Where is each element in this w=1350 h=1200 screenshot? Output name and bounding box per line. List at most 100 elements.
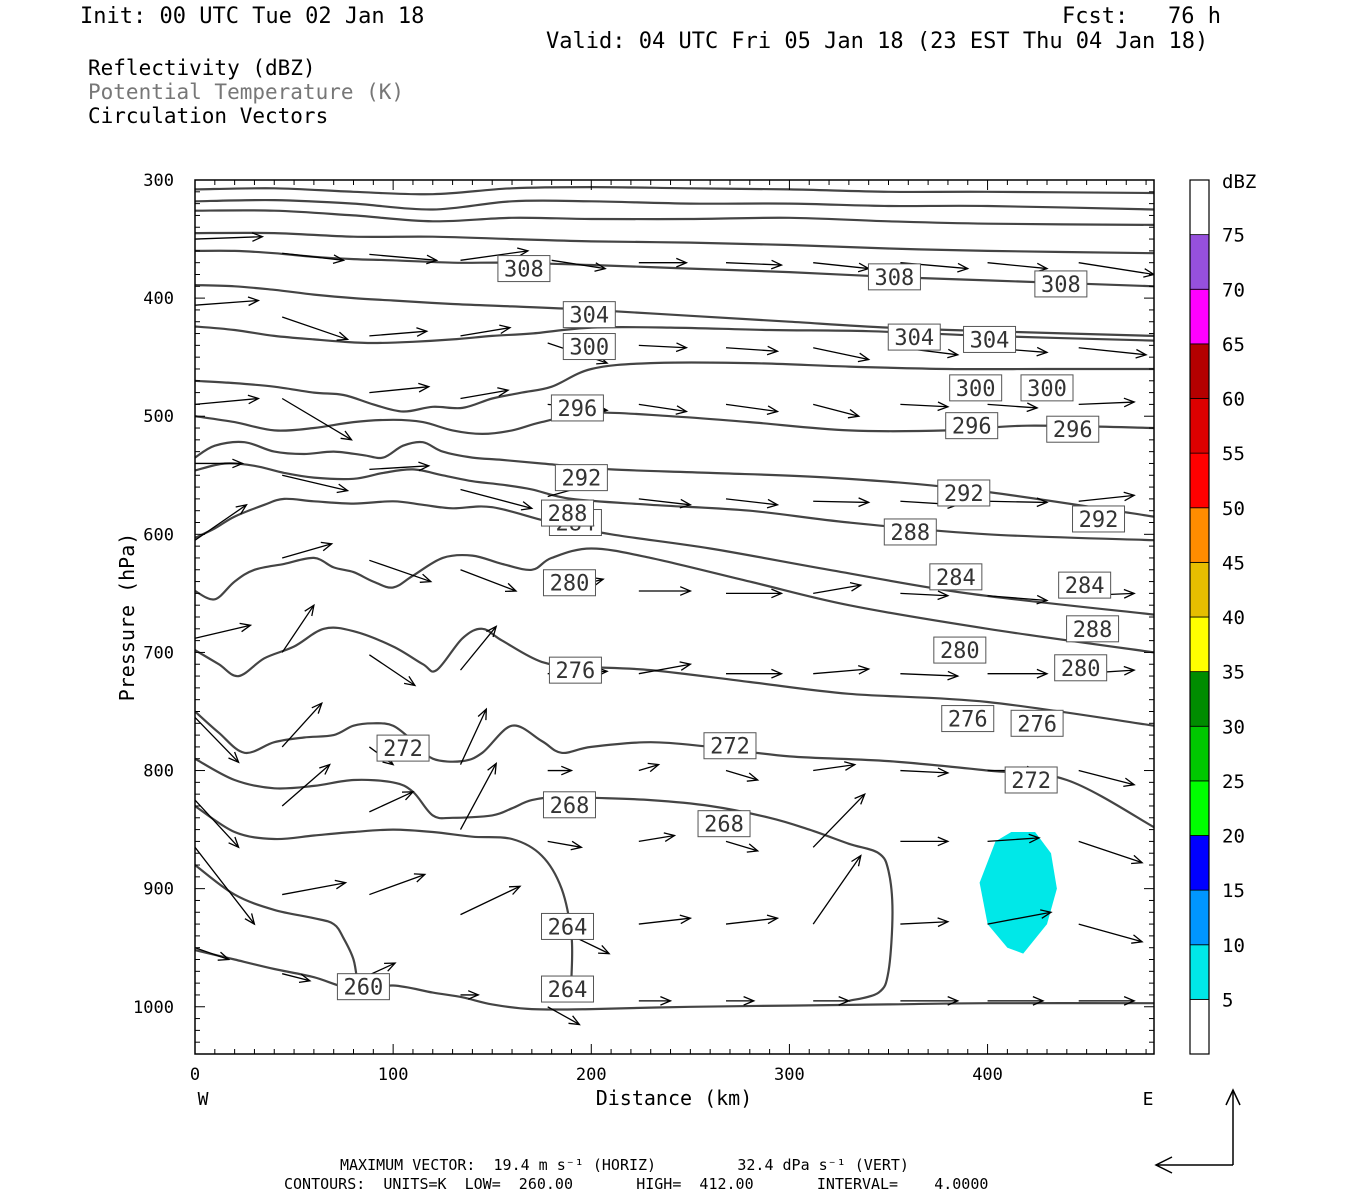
circulation-vector	[638, 914, 693, 925]
colorbar-frame	[1189, 179, 1210, 1055]
circulation-vector	[195, 394, 261, 406]
contour-label-box	[1072, 505, 1126, 533]
theta-contour-316	[195, 231, 1154, 255]
contour-label-box	[542, 569, 596, 597]
circulation-vector	[725, 498, 780, 509]
circulation-vector	[813, 761, 857, 772]
colorbar-level-label: 35	[1222, 662, 1245, 684]
contour-label: 296	[952, 415, 992, 440]
circulation-vector	[281, 701, 323, 748]
circulation-vector	[1078, 840, 1144, 865]
contour-label-box	[1010, 709, 1064, 737]
colorbar-level-label: 30	[1222, 716, 1245, 738]
reflectivity-area-5dbz	[979, 832, 1057, 954]
circulation-vector	[900, 917, 950, 928]
contour-label: 292	[1079, 508, 1119, 533]
contour-label: 300	[1027, 377, 1067, 402]
colorbar-segment	[1189, 179, 1210, 236]
east-label: E	[1143, 1089, 1154, 1110]
theta-contour-296	[195, 411, 1154, 435]
contour-label: 288	[890, 521, 930, 546]
circulation-vector	[813, 497, 871, 508]
circulation-vector	[281, 603, 315, 653]
colorbar-segment	[1189, 725, 1210, 782]
contour-label: 292	[561, 467, 601, 492]
y-tick-label: 900	[143, 880, 174, 900]
circulation-vector	[195, 622, 253, 639]
contour-label: 304	[569, 304, 609, 329]
theta-contour-288	[195, 462, 1154, 542]
contour-label-box	[376, 734, 430, 762]
contour-label-box	[933, 636, 987, 664]
circulation-vector	[638, 403, 689, 415]
circulation-vector	[282, 879, 348, 896]
contour-label-box	[929, 563, 983, 591]
theta-contour-300	[195, 361, 1154, 413]
circulation-vector	[638, 586, 693, 596]
contour-label: 260	[344, 976, 384, 1001]
circulation-vector	[638, 342, 689, 353]
contour-label-box	[963, 325, 1017, 353]
colorbar-segment	[1189, 288, 1210, 345]
contour-label: 300	[956, 377, 996, 402]
colorbar-segment	[1189, 998, 1210, 1055]
theta-contour-324	[195, 198, 1154, 211]
theta-contour-320	[195, 209, 1154, 226]
contour-label: 292	[944, 482, 984, 507]
circulation-vector	[195, 846, 256, 926]
contour-label: 296	[558, 397, 598, 422]
circulation-vector	[638, 661, 693, 675]
contour-label-box	[867, 263, 921, 291]
colorbar-level-label: 75	[1222, 225, 1245, 247]
y-tick-label: 700	[143, 643, 174, 663]
colorbar-level-label: 5	[1222, 989, 1233, 1011]
contour-label: 280	[550, 572, 590, 597]
colorbar-level-label: 55	[1222, 443, 1245, 465]
contour-label: 288	[548, 502, 588, 527]
contour-label-box	[554, 464, 608, 492]
circulation-vector	[813, 996, 851, 1006]
contour-label-box	[1054, 654, 1108, 682]
contour-label-box	[1046, 415, 1100, 443]
contour-label: 304	[894, 326, 934, 351]
theta-contour-276	[195, 626, 1154, 727]
contour-label: 308	[504, 258, 544, 283]
contour-label: 272	[383, 737, 423, 762]
circulation-vector	[282, 474, 350, 494]
circulation-vector	[195, 458, 245, 469]
contour-label: 272	[1011, 769, 1051, 794]
contour-label: 264	[548, 915, 588, 940]
circulation-vector	[725, 259, 784, 270]
circulation-vector	[460, 885, 522, 916]
circulation-vector	[726, 588, 784, 599]
contour-label-box	[1058, 571, 1112, 599]
contour-label: 308	[1041, 273, 1081, 298]
circulation-vector	[638, 257, 689, 268]
y-tick-label: 600	[143, 525, 174, 545]
contour-label: 284	[936, 566, 976, 591]
circulation-vector	[460, 990, 480, 1000]
circulation-vector	[900, 767, 950, 778]
contour-label-box	[542, 791, 596, 819]
contour-label: 264	[548, 978, 588, 1003]
circulation-vector	[547, 765, 574, 776]
max-vector-info: MAXIMUM VECTOR: 19.4 m s⁻¹ (HORIZ) 32.4 …	[340, 1156, 909, 1174]
circulation-vector	[547, 1006, 581, 1026]
colorbar-segment	[1189, 507, 1210, 563]
contour-label-box	[336, 973, 390, 1001]
circulation-vector	[725, 914, 780, 925]
contour-label-box	[562, 333, 616, 361]
circulation-vector	[460, 324, 512, 337]
circulation-vector	[900, 401, 950, 412]
colorbar-segment	[1189, 452, 1210, 509]
contour-label: 276	[948, 708, 988, 733]
circulation-vector	[1078, 923, 1144, 944]
contour-label-box	[937, 479, 991, 507]
colorbar-segment	[1189, 616, 1210, 673]
colorbar-segment	[1189, 780, 1210, 836]
circulation-vector	[282, 541, 334, 559]
circulation-vector	[987, 594, 1049, 605]
contour-label-box	[562, 301, 616, 329]
circulation-vector	[369, 873, 427, 896]
